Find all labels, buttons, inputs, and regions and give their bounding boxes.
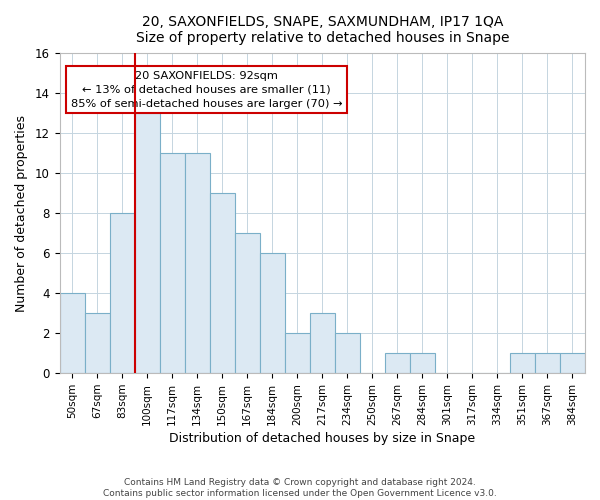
Bar: [260, 253, 285, 373]
Bar: [535, 353, 560, 373]
Bar: [110, 214, 135, 373]
Bar: [185, 154, 210, 373]
Bar: [59, 293, 85, 373]
Bar: [385, 353, 410, 373]
Title: 20, SAXONFIELDS, SNAPE, SAXMUNDHAM, IP17 1QA
Size of property relative to detach: 20, SAXONFIELDS, SNAPE, SAXMUNDHAM, IP17…: [136, 15, 509, 45]
Bar: [335, 333, 360, 373]
X-axis label: Distribution of detached houses by size in Snape: Distribution of detached houses by size …: [169, 432, 475, 445]
Bar: [160, 154, 185, 373]
Bar: [85, 313, 110, 373]
Bar: [310, 313, 335, 373]
Text: 20 SAXONFIELDS: 92sqm
← 13% of detached houses are smaller (11)
85% of semi-deta: 20 SAXONFIELDS: 92sqm ← 13% of detached …: [71, 71, 343, 109]
Bar: [210, 194, 235, 373]
Bar: [560, 353, 585, 373]
Text: Contains HM Land Registry data © Crown copyright and database right 2024.
Contai: Contains HM Land Registry data © Crown c…: [103, 478, 497, 498]
Y-axis label: Number of detached properties: Number of detached properties: [15, 115, 28, 312]
Bar: [235, 234, 260, 373]
Bar: [510, 353, 535, 373]
Bar: [135, 114, 160, 373]
Bar: [410, 353, 435, 373]
Bar: [285, 333, 310, 373]
